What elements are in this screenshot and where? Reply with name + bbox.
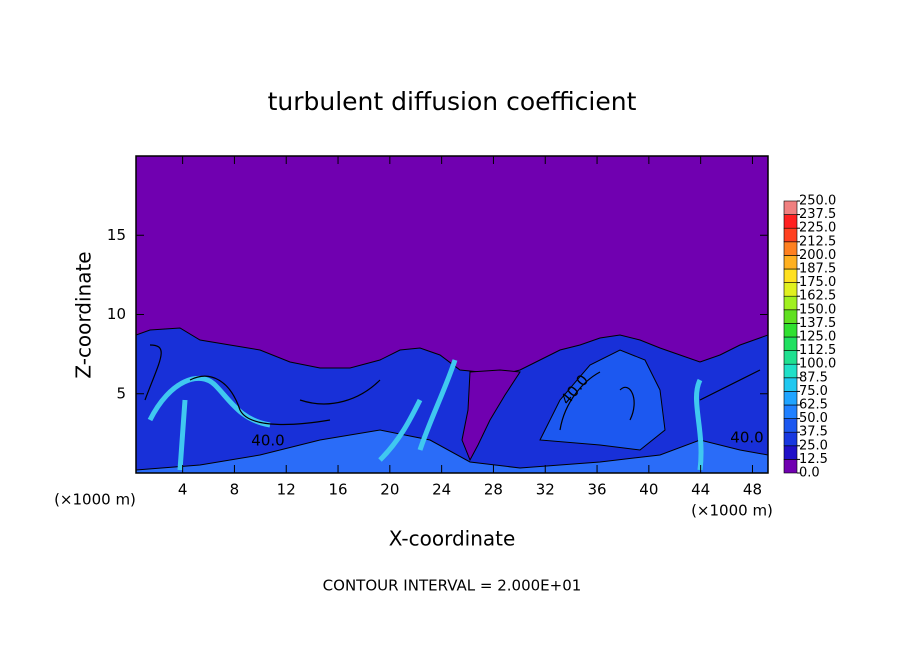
colorbar-label: 175.0 [799,275,836,290]
colorbar-label: 50.0 [799,411,828,426]
colorbar-label: 150.0 [799,302,836,317]
y-tick-label: 5 [116,384,126,402]
colorbar-segment [783,431,798,447]
colorbar-label: 62.5 [799,398,828,413]
colorbar-label: 187.5 [799,262,836,277]
colorbar-segment [783,295,798,311]
colorbar-segment [783,309,798,324]
colorbar-segment [783,445,798,460]
y-unit-label: (×1000 m) [54,491,136,509]
field-region [461,369,521,462]
x-tick-label: 44 [691,481,710,499]
colorbar-segment [783,404,798,419]
contour-label: 40.0 [251,432,284,450]
x-axis-label: X-coordinate [389,527,516,551]
x-tick-label: 40 [639,481,658,499]
colorbar-label: 137.5 [799,316,836,331]
colorbar-label: 112.5 [799,343,836,358]
colorbar-label: 200.0 [799,248,836,263]
colorbar-segment [783,200,798,215]
colorbar-label: 37.5 [799,425,828,440]
x-tick-label: 36 [588,481,607,499]
colorbar-label: 87.5 [799,370,828,385]
x-tick-label: 8 [230,481,240,499]
contour-label: 40.0 [730,429,763,447]
y-tick-label: 10 [107,305,126,323]
colorbar-label: 250.0 [799,194,836,209]
colorbar-segment [783,227,798,243]
x-tick-label: 48 [743,481,762,499]
x-unit-label: (×1000 m) [691,502,773,520]
colorbar-segment [783,255,798,270]
colorbar-segment [783,214,798,229]
colorbar-label: 237.5 [799,207,836,222]
field-region [147,359,704,471]
colorbar-label: 12.5 [799,452,828,467]
colorbar-label: 212.5 [799,234,836,249]
x-tick-label: 4 [178,481,188,499]
x-tick-label: 16 [328,481,347,499]
x-tick-label: 24 [432,481,451,499]
x-tick-label: 12 [277,481,296,499]
field-region [136,429,768,473]
colorbar-label: 162.5 [799,289,836,304]
colorbar-segment [783,241,798,256]
field-region [144,344,761,431]
colorbar-label: 25.0 [799,438,828,453]
chart-title: turbulent diffusion coefficient [268,87,637,116]
colorbar-label: 0.0 [799,466,820,481]
colorbar-segment [783,459,798,474]
colorbar-label: 225.0 [799,221,836,236]
colorbar-segment [783,418,798,433]
colorbar-segment [783,350,798,365]
colorbar-segment [783,282,798,297]
colorbar-segment [783,377,798,392]
colorbar-segment [783,323,798,338]
colorbar-segment [783,363,798,379]
y-axis-label: Z-coordinate [72,251,96,378]
colorbar-segment [783,268,798,283]
x-tick-label: 20 [380,481,399,499]
colorbar-label: 75.0 [799,384,828,399]
colorbar-label: 125.0 [799,330,836,345]
x-tick-label: 32 [536,481,555,499]
field-region [539,349,666,451]
annotation: CONTOUR INTERVAL = 2.000E+01 [323,577,582,595]
colorbar-segment [783,336,798,351]
field [136,327,768,473]
colorbar-segment [783,391,798,406]
y-tick-label: 15 [107,226,126,244]
x-tick-label: 28 [484,481,503,499]
colorbar-label: 100.0 [799,357,836,372]
